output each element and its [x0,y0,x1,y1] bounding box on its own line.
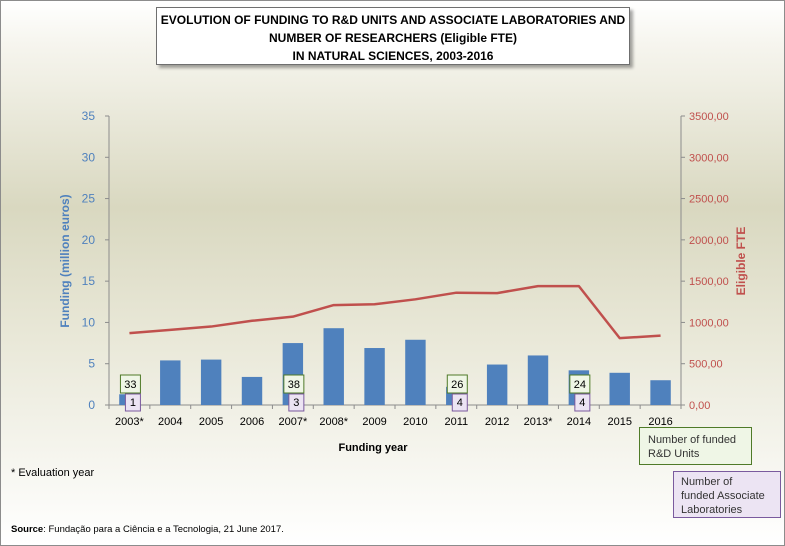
rd-units-annotation-box [569,374,591,394]
left-y-tick-label: 25 [82,192,96,206]
x-tick-label: 2009 [362,416,386,428]
fte-line [129,284,661,340]
rd-units-annotation: 38 [288,379,300,391]
associate-labs-annotation-box [574,393,591,412]
legend-associate-labs: Number of funded Associate Laboratories [673,471,781,518]
left-y-tick-label: 15 [82,274,96,288]
associate-labs-annotation: 4 [457,397,463,409]
associate-labs-annotation: 4 [579,397,585,409]
funding-bar [650,380,671,405]
associate-labs-annotation-box [451,393,468,412]
left-y-tick-label: 30 [82,150,96,164]
x-tick-label: 2007* [278,416,307,428]
funding-bar [241,376,263,405]
fte-line-series [129,284,661,340]
right-y-tick-label: 2500,00 [689,194,729,206]
funding-bar [200,359,222,405]
x-tick-labels: 2003* 2004 2005 2006 2007* 2008* 2009 2010 2011 2… [108,405,682,428]
rd-units-annotation-box [446,374,468,394]
x-tick-label: 2014 [567,416,591,428]
left-y-axis-title: Funding (million euros) [58,194,72,327]
x-tick-label: 2016 [648,416,672,428]
funding-bar [160,360,181,405]
right-y-tick-labels: 0,00 500,00 1000,00 1500,00 2000,00 2500,00 30… [681,111,729,412]
associate-labs-annotation: 1 [130,397,136,409]
x-tick-label: 2008* [319,416,348,428]
x-tick-label: 2012 [485,416,509,428]
legend-rd-units: Number of funded R&D Units [639,427,752,465]
right-y-tick-label: 500,00 [689,359,723,371]
legend-rd-units-line-1: Number of funded [648,434,737,446]
right-y-tick-label: 0,00 [689,400,710,412]
rd-units-annotation-box [119,374,141,394]
chart-title-line-3: IN NATURAL SCIENCES, 2003-2016 [292,49,494,63]
right-y-tick-label: 2000,00 [689,235,729,247]
left-y-tick-label: 5 [88,357,95,371]
chart-title-line-1: EVOLUTION OF FUNDING TO R&D UNITS AND AS… [160,13,626,27]
legend-associate-labs-line-3: Laboratories [681,504,743,516]
funding-bar [323,328,344,405]
legend-associate-labs-line-2: funded Associate [681,490,765,502]
left-y-tick-labels: 0 5 10 15 20 25 30 35 [82,109,109,412]
left-y-tick-label: 10 [82,315,96,329]
associate-labs-annotation-box [124,393,141,412]
funding-bar [527,355,549,405]
left-y-tick-label: 20 [82,233,96,247]
funding-bar [405,339,426,405]
x-tick-label: 2006 [240,416,264,428]
right-y-tick-label: 3500,00 [689,111,729,123]
evaluation-year-note: * Evaluation year [11,467,95,479]
x-tick-label: 2010 [403,416,427,428]
associate-labs-annotation: 3 [293,397,299,409]
x-tick-label: 2003* [115,416,144,428]
associate-labs-annotation-box [288,393,305,412]
x-tick-label: 2004 [158,416,182,428]
legend-associate-labs-line-1: Number of [681,476,733,488]
annotation-boxes: 33 1 38 3 26 4 24 4 [119,374,591,412]
legend-rd-units-line-2: R&D Units [648,448,700,460]
rd-units-annotation: 26 [451,379,463,391]
chart-title: EVOLUTION OF FUNDING TO R&D UNITS AND AS… [156,7,630,65]
rd-units-annotation: 33 [124,379,136,391]
left-y-tick-label: 35 [82,109,96,123]
chart-axes [108,116,682,406]
left-y-tick-label: 0 [88,398,95,412]
right-y-tick-label: 3000,00 [689,152,729,164]
chart-title-line-2: NUMBER OF RESEARCHERS (Eligible FTE) [268,31,517,45]
rd-units-annotation-box [283,374,305,394]
funding-bar [486,364,508,405]
rd-units-annotation: 24 [574,379,586,391]
x-axis-title: Funding year [338,442,408,454]
x-tick-label: 2005 [199,416,223,428]
x-tick-label: 2011 [444,416,468,428]
source-label: Source [11,524,44,535]
funding-bar [609,372,630,405]
right-y-tick-label: 1000,00 [689,317,729,329]
right-y-tick-label: 1500,00 [689,276,729,288]
source-text: : Fundação para a Ciência e a Tecnologia… [43,524,284,535]
source-note: Source: Fundação para a Ciência e a Tecn… [11,524,284,535]
funding-bar [364,348,385,405]
right-y-axis-title: Eligible FTE [734,227,748,296]
x-tick-label: 2013* [524,416,553,428]
x-tick-label: 2015 [607,416,631,428]
